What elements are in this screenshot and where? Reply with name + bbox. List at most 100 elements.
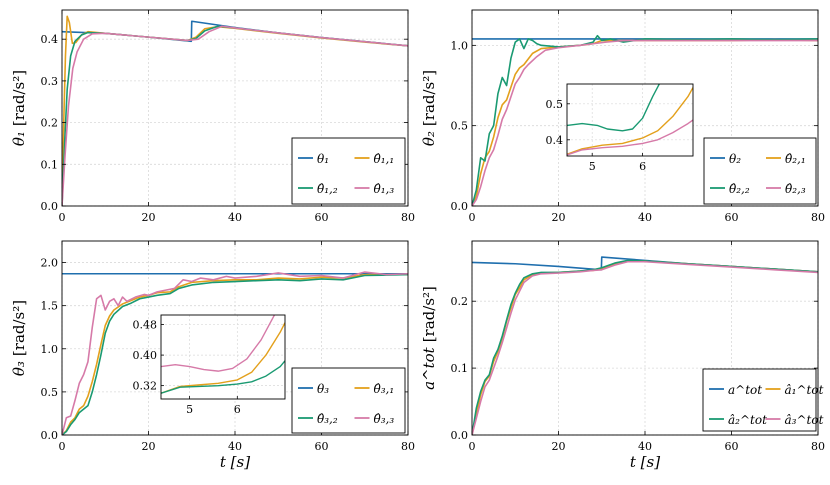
y-axis-var: a^tot (420, 346, 438, 390)
y-tick-label: 0.4 (41, 33, 59, 46)
legend-label: θ̂₂,₁ (785, 152, 806, 166)
y-tick-label: 0.0 (451, 429, 469, 442)
panel-theta2: 0 20 40 60 80 0.0 0.5 1.0 θ₂ [rad/s²] 5 6 0.4 0.5 θ₂ θ̂… (420, 9, 825, 224)
legend-atot: a^tot â₁^tot â₂^tot â₃^tot (702, 368, 824, 432)
x-tick-label: 40 (228, 440, 242, 453)
inset-x-tick-label: 6 (639, 160, 646, 173)
x-tick-label: 80 (811, 440, 825, 453)
legend-theta1: θ₁ θ̂₁,₁ θ̂₁,₂ θ̂₁,₃ (291, 137, 406, 205)
y-tick-label: 1.0 (451, 39, 469, 52)
series-line (567, 84, 661, 132)
x-tick-label: 80 (401, 440, 415, 453)
y-tick-label: 0.5 (451, 120, 469, 133)
y-axis-unit: [rad/s²] (10, 70, 28, 126)
inset-x-tick-label: 6 (234, 403, 241, 416)
series-line (62, 273, 408, 435)
x-tick-label: 60 (725, 440, 739, 453)
legend-label: θ̂₁,₃ (374, 182, 395, 196)
y-axis-label: a^tot [rad/s²] (420, 286, 438, 390)
x-tick-label: 60 (725, 211, 739, 224)
y-tick-label: 0.0 (451, 200, 469, 213)
legend-label: θ̂₁,₂ (317, 182, 338, 196)
legend-box (702, 368, 817, 432)
y-axis-label: θ₂ [rad/s²] (420, 70, 438, 146)
legend-label: a^tot (728, 383, 762, 397)
legend-box (291, 137, 406, 205)
inset-y-tick-label: 0.4 (546, 134, 564, 147)
y-axis-label: θ₃ [rad/s²] (10, 300, 28, 376)
inset-y-tick-label: 0.40 (133, 349, 158, 362)
inset-x-tick-label: 5 (186, 403, 193, 416)
x-tick-label: 60 (315, 440, 329, 453)
legend-label: θ̂₃,₃ (374, 412, 395, 426)
x-tick-label: 80 (401, 211, 415, 224)
y-tick-label: 1.5 (41, 300, 59, 313)
legend-label: θ₁ (317, 152, 329, 166)
legend-label: θ̂₁,₁ (374, 152, 395, 166)
series-line (161, 360, 285, 394)
x-tick-label: 40 (228, 211, 242, 224)
series-line (161, 315, 276, 372)
legend-label: θ̂₃,₂ (317, 412, 338, 426)
y-axis-label: θ₁ [rad/s²] (10, 70, 28, 146)
y-tick-label: 2.0 (41, 257, 59, 270)
legend-label: θ₂ (729, 152, 741, 166)
x-tick-label: 80 (811, 211, 825, 224)
y-axis-var: θ₁ (10, 131, 28, 146)
x-tick-label: 20 (142, 440, 156, 453)
legend-theta3: θ₃ θ̂₃,₁ θ̂₃,₂ θ̂₃,₃ (291, 367, 406, 434)
series-line (62, 25, 408, 206)
y-axis-unit: [rad/s²] (420, 70, 438, 126)
x-tick-label: 20 (552, 440, 566, 453)
x-tick-label: 0 (59, 211, 66, 224)
y-tick-label: 0.2 (41, 117, 59, 130)
y-axis-var: θ₂ (420, 131, 438, 146)
legend-label: θ₃ (317, 382, 329, 396)
x-tick-label: 0 (469, 440, 476, 453)
y-tick-label: 0.1 (451, 362, 469, 375)
y-axis-unit: [rad/s²] (10, 300, 28, 356)
x-tick-label: 20 (142, 211, 156, 224)
legend-label: θ̂₂,₂ (729, 182, 750, 196)
legend-label: â₃^tot (785, 413, 824, 427)
y-tick-label: 0.3 (41, 75, 59, 88)
inset-theta2: 5 6 0.4 0.5 (546, 83, 694, 173)
y-axis-var: θ₃ (10, 361, 28, 376)
legend-theta2: θ₂ θ̂₂,₁ θ̂₂,₂ θ̂₂,₃ (703, 137, 817, 205)
x-tick-label: 0 (59, 440, 66, 453)
x-tick-label: 60 (315, 211, 329, 224)
inset-x-tick-label: 5 (589, 160, 596, 173)
x-axis-label: t [s] (220, 453, 250, 471)
y-tick-label: 1.0 (41, 343, 59, 356)
panel-theta1: 0 20 40 60 80 0.0 0.1 0.2 0.3 0.4 θ₁ [rad/s²] θ₁ θ̂₁,… (10, 9, 415, 224)
y-tick-label: 0.0 (41, 429, 59, 442)
legend-box (703, 137, 817, 205)
y-tick-label: 0.2 (451, 295, 469, 308)
panel-atot: 0 20 40 60 80 0.0 0.1 0.2 a^tot [rad/s²] t [s] a^to… (420, 240, 825, 471)
x-tick-label: 40 (638, 440, 652, 453)
inset-frame (160, 314, 286, 400)
y-axis-unit: [rad/s²] (420, 286, 438, 342)
legend-label: θ̂₃,₁ (374, 382, 395, 396)
series-line (567, 87, 693, 155)
legend-label: θ̂₂,₃ (785, 182, 806, 196)
inset-theta3: 5 6 0.32 0.40 0.48 (133, 314, 286, 416)
series-line (62, 273, 408, 435)
y-tick-label: 0.1 (41, 158, 59, 171)
x-tick-label: 40 (638, 211, 652, 224)
series-line (472, 39, 818, 206)
series-line (567, 119, 693, 156)
series-line (161, 322, 285, 394)
legend-box (291, 367, 406, 434)
inset-y-tick-label: 0.48 (133, 319, 158, 332)
legend-label: â₂^tot (728, 413, 767, 427)
x-axis-label: t [s] (630, 453, 660, 471)
y-tick-label: 0.0 (41, 200, 59, 213)
y-tick-label: 0.5 (41, 386, 59, 399)
inset-background (567, 84, 693, 156)
series-line (472, 260, 818, 435)
panel-theta3: 0 20 40 60 80 0.0 0.5 1.0 1.5 2.0 θ₃ [rad/s²] t [s] 5… (10, 240, 415, 471)
legend-label: â₁^tot (785, 383, 824, 397)
x-tick-label: 20 (552, 211, 566, 224)
